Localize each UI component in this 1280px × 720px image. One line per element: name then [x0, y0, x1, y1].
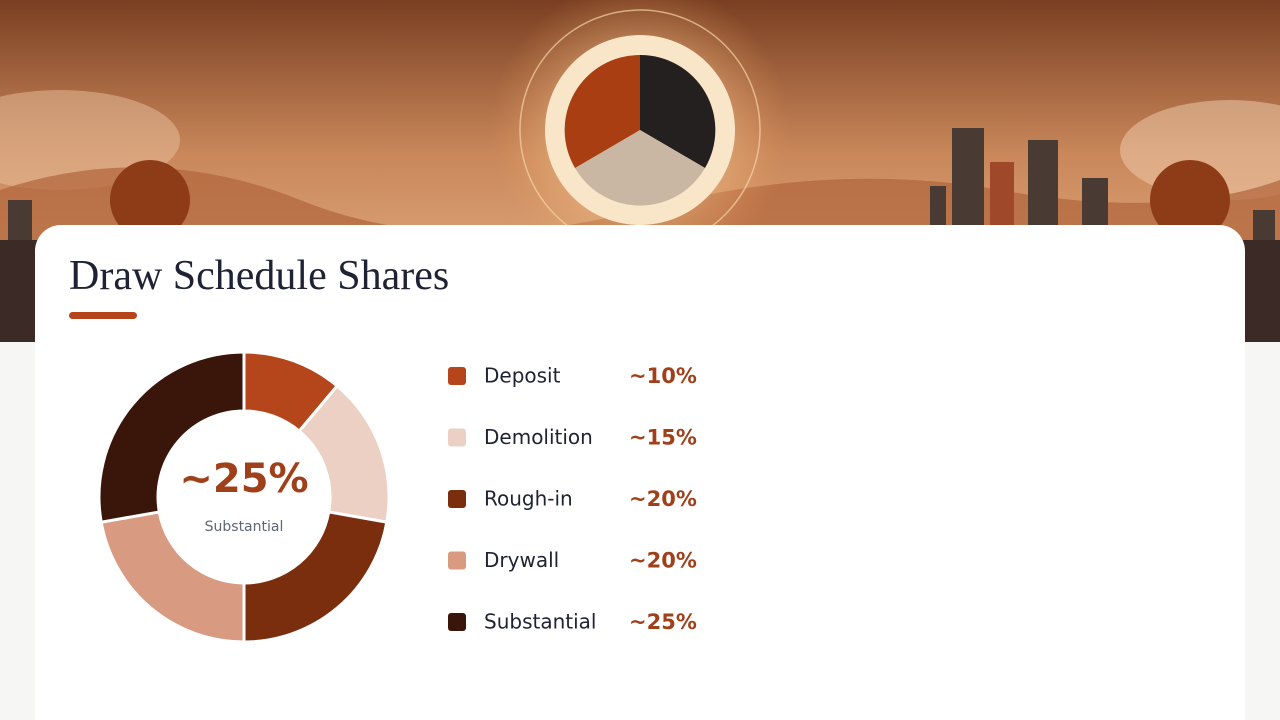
value-label: ~20%: [629, 549, 697, 573]
title-underline: [69, 312, 137, 319]
donut-segment: [242, 510, 389, 644]
legend-swatch: [448, 613, 466, 631]
legend-label: Drywall: [484, 548, 559, 572]
donut: [97, 350, 391, 644]
donut-segment: [97, 350, 246, 524]
center-label: Substantial: [205, 519, 284, 535]
donut-segment: [99, 510, 246, 644]
legend-label: Substantial: [484, 610, 596, 634]
legend: Deposit ~10% Demolition ~15% Rough-in ~20% Dry…: [448, 364, 697, 634]
legend-swatch: [448, 367, 466, 385]
legend-swatch: [448, 551, 466, 570]
value-label: ~15%: [629, 426, 697, 450]
legend-label: Deposit: [484, 364, 561, 388]
value-label: ~25%: [629, 610, 697, 634]
legend-swatch: [448, 490, 466, 508]
legend-label: Demolition: [484, 425, 593, 449]
chart-title: Draw Schedule Shares: [69, 253, 449, 299]
legend-label: Rough-in: [484, 487, 573, 511]
center-value: ~25%: [179, 456, 308, 502]
legend-swatch: [448, 428, 466, 447]
value-label: ~10%: [629, 364, 697, 388]
value-label: ~20%: [629, 487, 697, 511]
